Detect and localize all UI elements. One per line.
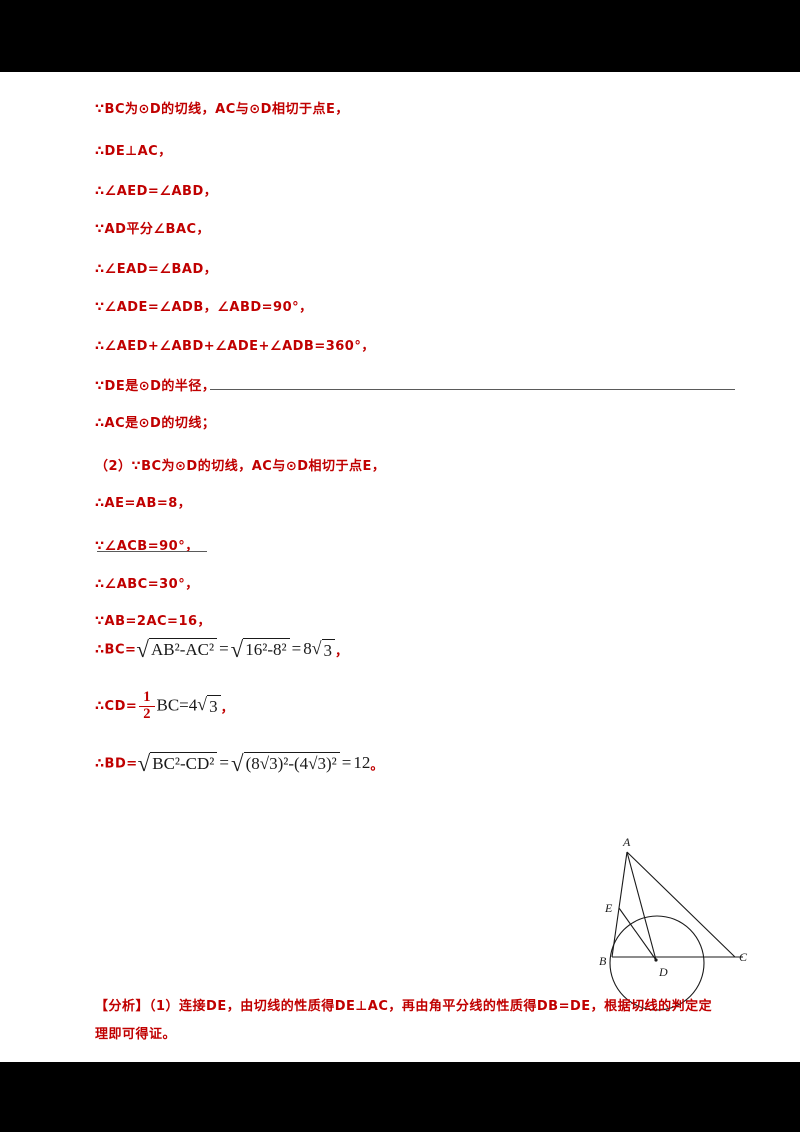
point-d-dot <box>654 958 658 962</box>
proof-line: ∴∠ABC=30°， <box>95 577 199 592</box>
fraction-numerator: 1 <box>139 689 155 707</box>
analysis-line: 【分析】（1）连接DE，由切线的性质得DE⊥AC，再由角平分线的性质得DB=DE… <box>95 999 713 1014</box>
formula-tail: ， <box>335 644 349 660</box>
sqrt-icon: √ <box>230 637 244 662</box>
sqrt-icon: √ <box>137 751 151 776</box>
geometry-diagram: A E B D C <box>599 835 748 1011</box>
proof-line: ∴AE=AB=8， <box>95 496 192 511</box>
sqrt-expression: √ 3 <box>311 638 336 661</box>
segment-ad <box>626 851 657 961</box>
sqrt-icon: √ <box>311 638 322 659</box>
coefficient: 4 <box>188 695 198 715</box>
radicand: 3 <box>207 695 221 717</box>
vertex-label-b: B <box>599 954 607 968</box>
sqrt-expression: √ 3 <box>197 694 221 717</box>
coefficient: 8 <box>303 638 312 658</box>
formula-line-bd: ∴BD= √ BC²-CD² = √ (8√3)²-(4√3)² = 12。 <box>95 751 384 776</box>
radicand: 3 <box>321 639 336 661</box>
vertex-label-e: E <box>604 901 613 915</box>
sqrt-icon: √ <box>136 637 149 662</box>
radicand: AB²-AC² <box>148 638 218 660</box>
proof-line: ∵DE是⊙D的半径， <box>95 379 216 394</box>
vertex-label-a: A <box>622 835 631 849</box>
sqrt-icon: √ <box>197 694 208 715</box>
horizontal-rule <box>210 389 735 390</box>
document-page: ∵BC为⊙D的切线，AC与⊙D相切于点E， ∴DE⊥AC， ∴∠AED=∠ABD… <box>0 72 800 1062</box>
sqrt-expression: √ (8√3)²-(4√3)² <box>230 751 340 776</box>
proof-line: ∴∠EAD=∠BAD， <box>95 262 218 277</box>
sqrt-icon: √ <box>230 751 244 776</box>
proof-line: ∵BC为⊙D的切线，AC与⊙D相切于点E， <box>95 102 349 117</box>
fraction-denominator: 2 <box>143 705 151 722</box>
proof-line: ∴DE⊥AC， <box>95 144 172 159</box>
vertex-label-c: C <box>739 950 748 964</box>
proof-line: ∴AC是⊙D的切线； <box>95 416 216 431</box>
proof-line-part2-start: （2）∵BC为⊙D的切线，AC与⊙D相切于点E， <box>95 459 386 474</box>
proof-line: ∴∠AED+∠ABD+∠ADE+∠ADB=360°， <box>95 339 375 354</box>
segment-ab <box>611 851 628 958</box>
result-value: 12 <box>353 752 371 772</box>
sqrt-expression: √ BC²-CD² <box>137 751 218 776</box>
equals-sign: = <box>291 638 302 658</box>
equals-sign: = <box>219 752 229 772</box>
sqrt-expression: √ AB²-AC² <box>136 637 218 662</box>
formula-line-bc: ∴BC= √ AB²-AC² = √ 16²-8² = 8 √ 3， <box>95 637 349 662</box>
proof-line: ∵AB=2AC=16， <box>95 614 212 629</box>
vertex-label-d: D <box>658 965 668 979</box>
equals-sign: = <box>341 752 352 772</box>
radicand: 16²-8² <box>243 638 290 660</box>
formula-lead: ∴CD= <box>95 698 138 714</box>
formula-tail: ， <box>220 700 235 716</box>
radicand: (8√3)²-(4√3)² <box>243 752 340 774</box>
proof-line: ∴∠AED=∠ABD， <box>95 184 218 199</box>
equals-sign: = <box>219 638 229 658</box>
proof-line: ∵∠ACB=90°， <box>95 539 199 554</box>
formula-lead: ∴BC= <box>95 642 137 658</box>
formula-line-cd: ∴CD= 1 2 BC=4 √ 3， <box>95 689 235 723</box>
horizontal-rule <box>97 551 207 552</box>
circle-d <box>609 915 705 1011</box>
proof-line: ∵AD平分∠BAC， <box>95 222 211 237</box>
radicand: BC²-CD² <box>150 752 218 774</box>
segment-ac <box>626 851 736 958</box>
formula-lead: ∴BD= <box>95 756 138 772</box>
analysis-line: 理即可得证。 <box>95 1027 177 1042</box>
formula-tail: 。 <box>370 758 384 774</box>
mid-term: BC= <box>156 695 189 715</box>
sqrt-expression: √ 16²-8² <box>230 637 290 662</box>
proof-line: ∵∠ADE=∠ADB，∠ABD=90°， <box>95 300 313 315</box>
segment-ed <box>618 907 657 961</box>
